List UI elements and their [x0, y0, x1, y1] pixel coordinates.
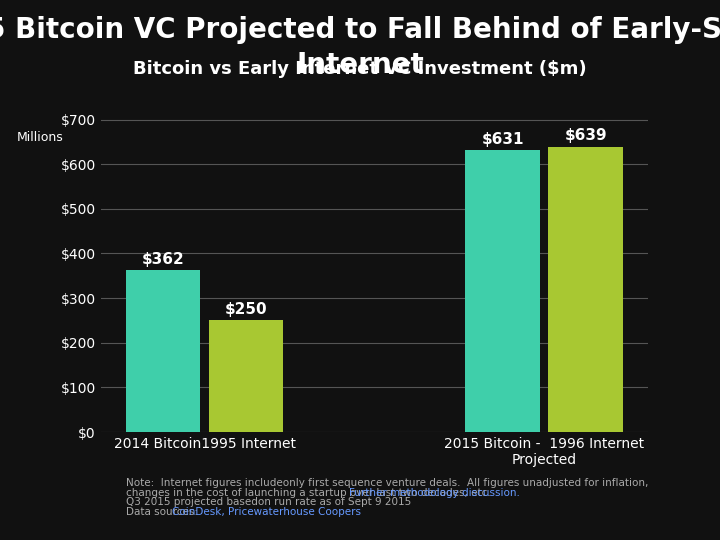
Text: $362: $362 [142, 252, 184, 267]
Text: Q3 2015 projected basedon run rate as of Sept 9 2015: Q3 2015 projected basedon run rate as of… [126, 497, 411, 508]
Text: changes in the cost of launching a startup over last two decades, etc.: changes in the cost of launching a start… [126, 488, 498, 498]
Bar [549, 147, 623, 432]
Text: $250: $250 [225, 302, 267, 317]
Text: $631: $631 [482, 132, 524, 147]
Bar [465, 150, 540, 432]
Text: Data sources:: Data sources: [126, 507, 204, 517]
Text: CoinDesk, Pricewaterhouse Coopers: CoinDesk, Pricewaterhouse Coopers [173, 507, 361, 517]
Y-axis label: Millions: Millions [17, 131, 64, 144]
Bar [209, 320, 284, 432]
Text: Further methodology discussion.: Further methodology discussion. [349, 488, 520, 498]
Bar [126, 271, 200, 432]
Text: 2015 Bitcoin VC Projected to Fall Behind of Early-Stage
Internet: 2015 Bitcoin VC Projected to Fall Behind… [0, 16, 720, 79]
Text: Bitcoin vs Early Internet VC Investment ($m): Bitcoin vs Early Internet VC Investment … [133, 60, 587, 78]
Text: Note:  Internet figures includeonly first sequence venture deals.  All figures u: Note: Internet figures includeonly first… [126, 478, 649, 488]
Text: $639: $639 [564, 128, 607, 143]
